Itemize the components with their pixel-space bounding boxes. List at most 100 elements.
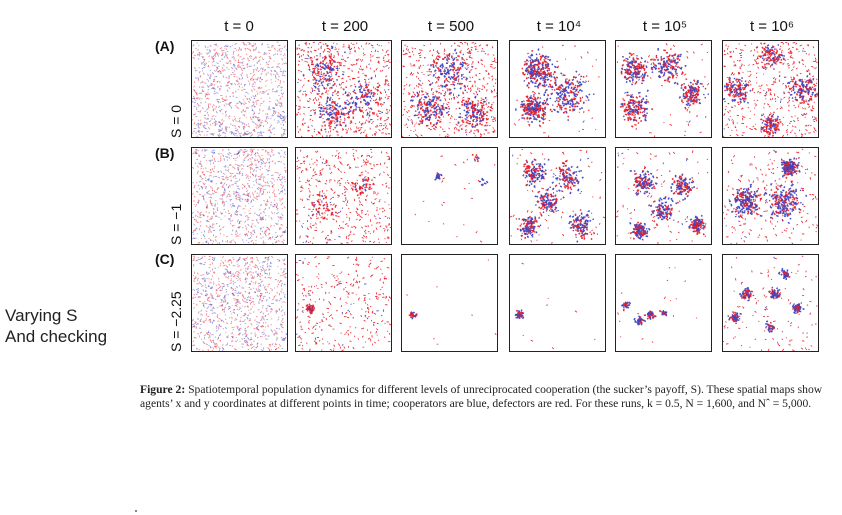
cooperator-agent-mark [742, 88, 745, 91]
defector-agent-mark [381, 69, 384, 72]
defector-agent-mark [536, 68, 539, 71]
cooperator-agent-mark [574, 95, 577, 98]
cooperator-agent-mark [569, 82, 572, 86]
defector-agent-mark [433, 59, 436, 62]
cooperator-agent-mark [313, 85, 317, 88]
defector-agent-mark [756, 62, 760, 65]
defector-agent-mark [621, 63, 625, 67]
defector-agent-mark [787, 85, 790, 88]
defector-agent-mark [736, 133, 739, 137]
defector-agent-mark [642, 64, 645, 67]
defector-agent-mark [810, 109, 814, 112]
defector-agent-mark [368, 42, 371, 45]
defector-agent-mark [333, 65, 336, 68]
cooperator-agent-mark [448, 68, 452, 72]
cooperator-agent-mark [211, 72, 215, 75]
defector-agent-mark [673, 54, 676, 57]
cooperator-agent-mark [705, 115, 707, 118]
defector-agent-mark [739, 92, 742, 95]
defector-agent-mark [577, 73, 581, 76]
cooperator-agent-mark [744, 94, 747, 98]
defector-agent-mark [519, 105, 523, 109]
cooperator-agent-mark [534, 58, 537, 62]
defector-agent-mark [327, 90, 330, 92]
defector-agent-mark [298, 107, 301, 110]
cooperator-agent-mark [209, 133, 213, 135]
defector-agent-mark [641, 79, 644, 82]
defector-agent-mark [277, 63, 280, 65]
cooperator-agent-mark [696, 79, 700, 82]
defector-agent-mark [741, 134, 744, 137]
defector-agent-mark [417, 93, 420, 97]
defector-agent-mark [478, 116, 481, 120]
cooperator-agent-mark [632, 101, 636, 105]
defector-agent-mark [446, 88, 449, 91]
defector-agent-mark [630, 53, 634, 57]
defector-agent-mark [814, 67, 817, 69]
defector-agent-mark [298, 47, 301, 50]
defector-agent-mark [493, 67, 496, 69]
defector-agent-mark [742, 115, 744, 118]
defector-agent-mark [329, 50, 332, 52]
defector-agent-mark [466, 64, 470, 67]
defector-agent-mark [655, 54, 658, 57]
cooperator-agent-mark [570, 104, 574, 107]
cooperator-agent-mark [431, 82, 434, 85]
cooperator-agent-mark [682, 94, 685, 98]
cooperator-agent-mark [329, 106, 332, 109]
defector-agent-mark [631, 81, 634, 83]
defector-agent-mark [797, 48, 799, 51]
defector-agent-mark [434, 101, 437, 104]
cooperator-agent-mark [806, 75, 809, 78]
defector-agent-mark [273, 110, 275, 112]
defector-agent-mark [488, 77, 490, 79]
defector-agent-mark [219, 101, 221, 103]
cooperator-agent-mark [628, 79, 632, 83]
defector-agent-mark [208, 77, 211, 80]
defector-agent-mark [474, 42, 477, 45]
cooperator-agent-mark [688, 120, 691, 123]
defector-agent-mark [230, 132, 233, 135]
defector-agent-mark [336, 50, 339, 53]
cooperator-agent-mark [271, 114, 274, 117]
cooperator-agent-mark [211, 149, 214, 152]
defector-agent-mark [209, 124, 212, 126]
defector-agent-mark [752, 125, 755, 128]
defector-agent-mark [379, 91, 382, 94]
defector-agent-mark [349, 48, 351, 50]
cooperator-agent-mark [542, 117, 545, 121]
defector-agent-mark [238, 78, 241, 80]
defector-agent-mark [427, 79, 431, 83]
defector-agent-mark [235, 49, 238, 51]
defector-agent-mark [730, 55, 733, 58]
cooperator-agent-mark [296, 81, 299, 84]
defector-agent-mark [420, 103, 424, 105]
cooperator-agent-mark [532, 115, 535, 118]
defector-agent-mark [531, 100, 535, 104]
defector-agent-mark [572, 108, 575, 111]
cooperator-agent-mark [663, 71, 666, 75]
defector-agent-mark [219, 70, 222, 73]
cooperator-agent-mark [247, 123, 250, 125]
defector-agent-mark [686, 108, 688, 112]
defector-agent-mark [198, 133, 202, 136]
defector-agent-mark [307, 129, 310, 132]
defector-agent-mark [336, 65, 339, 68]
defector-agent-mark [671, 74, 674, 77]
defector-agent-mark [432, 92, 435, 94]
defector-agent-mark [317, 103, 321, 107]
defector-agent-mark [243, 122, 246, 126]
defector-agent-mark [445, 77, 448, 81]
cooperator-agent-mark [689, 81, 692, 84]
defector-agent-mark [738, 92, 741, 95]
cooperator-agent-mark [631, 73, 635, 76]
defector-agent-mark [640, 63, 643, 67]
cooperator-agent-mark [733, 98, 736, 102]
cooperator-agent-mark [693, 90, 696, 93]
cooperator-agent-mark [761, 121, 764, 124]
defector-agent-mark [204, 95, 207, 98]
cooperator-agent-mark [200, 92, 203, 95]
defector-agent-mark [438, 120, 442, 124]
defector-agent-mark [316, 66, 318, 70]
defector-agent-mark [280, 102, 283, 105]
